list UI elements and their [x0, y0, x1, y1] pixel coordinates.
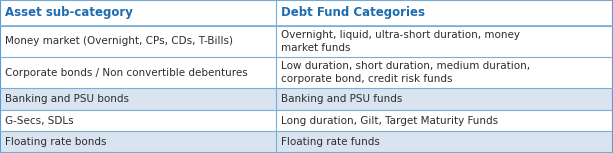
Bar: [276, 88, 613, 110]
Text: Asset sub-category: Asset sub-category: [5, 6, 133, 19]
Text: Overnight, liquid, ultra-short duration, money
market funds: Overnight, liquid, ultra-short duration,…: [281, 30, 520, 53]
Text: Corporate bonds / Non convertible debentures: Corporate bonds / Non convertible debent…: [5, 68, 248, 78]
Bar: [0, 0, 276, 26]
Text: G-Secs, SDLs: G-Secs, SDLs: [5, 116, 74, 126]
Bar: [276, 131, 613, 153]
Text: Floating rate funds: Floating rate funds: [281, 137, 379, 147]
Bar: [0, 110, 276, 131]
Text: Long duration, Gilt, Target Maturity Funds: Long duration, Gilt, Target Maturity Fun…: [281, 116, 498, 126]
Bar: [276, 110, 613, 131]
Text: Floating rate bonds: Floating rate bonds: [5, 137, 107, 147]
Text: Debt Fund Categories: Debt Fund Categories: [281, 6, 425, 19]
Bar: [0, 131, 276, 153]
Bar: [276, 26, 613, 57]
Bar: [276, 0, 613, 26]
Bar: [0, 26, 276, 57]
Bar: [0, 88, 276, 110]
Text: Money market (Overnight, CPs, CDs, T-Bills): Money market (Overnight, CPs, CDs, T-Bil…: [5, 36, 233, 46]
Text: Banking and PSU funds: Banking and PSU funds: [281, 94, 402, 104]
Text: Low duration, short duration, medium duration,
corporate bond, credit risk funds: Low duration, short duration, medium dur…: [281, 61, 530, 84]
Bar: [276, 57, 613, 88]
Bar: [0, 57, 276, 88]
Text: Banking and PSU bonds: Banking and PSU bonds: [5, 94, 129, 104]
